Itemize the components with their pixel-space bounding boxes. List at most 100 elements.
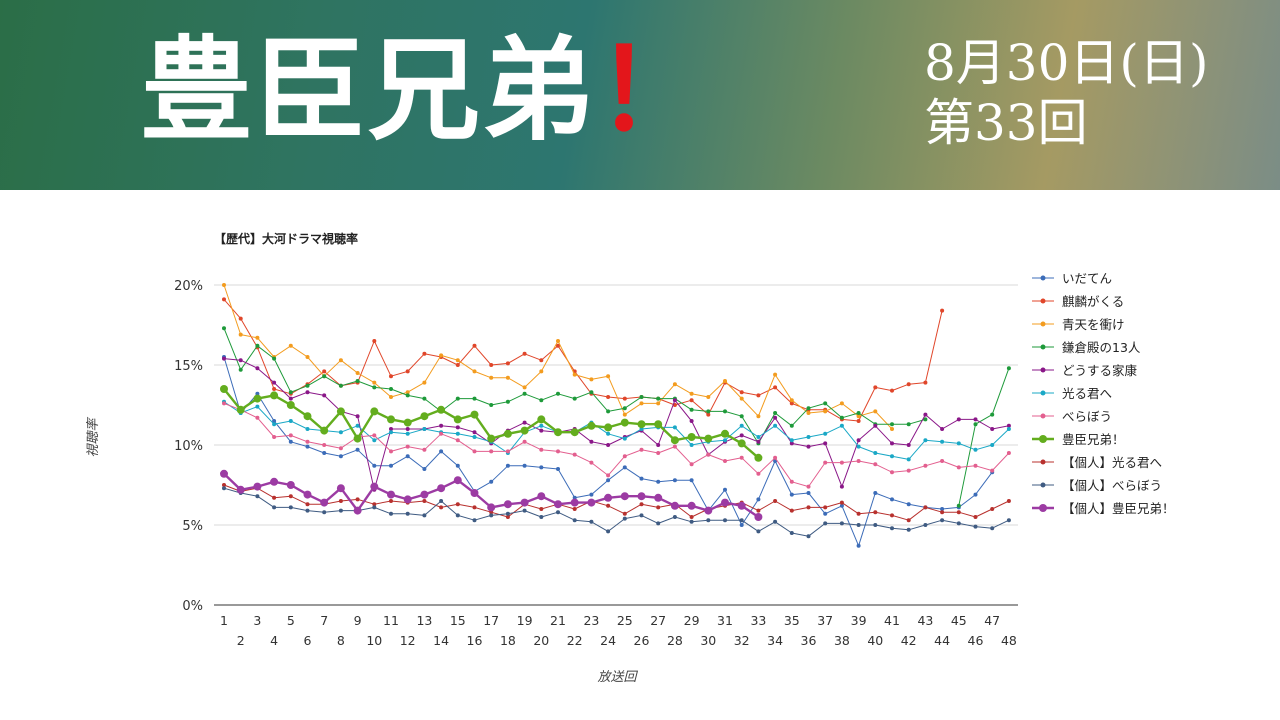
data-point <box>923 438 928 443</box>
data-point <box>305 508 310 513</box>
data-point <box>906 422 911 427</box>
data-point <box>856 419 861 423</box>
data-point <box>687 501 696 510</box>
data-point <box>990 443 995 447</box>
data-point <box>973 447 978 452</box>
data-point <box>622 454 627 459</box>
data-point <box>322 393 327 398</box>
data-point <box>554 428 562 437</box>
data-point <box>756 497 761 502</box>
data-point <box>470 410 479 419</box>
data-point <box>973 422 978 427</box>
y-axis-label: 視聴率 <box>85 417 101 458</box>
data-point <box>723 518 727 523</box>
data-point <box>288 419 293 423</box>
data-point <box>272 422 277 427</box>
data-point <box>405 431 410 436</box>
data-point <box>355 414 360 419</box>
y-tick-label: 15% <box>174 359 203 374</box>
data-point <box>572 518 577 523</box>
x-tick-label: 40 <box>867 633 883 648</box>
data-point <box>322 510 327 515</box>
legend-item: 光る君へ <box>1030 381 1270 404</box>
data-point <box>689 391 694 396</box>
legend-swatch <box>1032 413 1054 418</box>
data-point <box>522 391 527 396</box>
x-tick-label: 8 <box>337 633 345 648</box>
data-point <box>689 398 694 403</box>
x-tick-label: 27 <box>650 613 666 628</box>
data-point <box>789 479 794 484</box>
data-point <box>973 524 978 529</box>
data-point <box>906 468 911 473</box>
data-point <box>305 502 310 507</box>
legend-item: べらぼう <box>1030 404 1270 427</box>
data-point <box>422 447 427 452</box>
data-point <box>520 498 529 507</box>
data-point <box>270 391 279 400</box>
page-title: 豊臣兄弟！ <box>140 26 710 156</box>
data-point <box>823 431 828 436</box>
data-point <box>823 409 828 414</box>
data-point <box>637 492 646 501</box>
data-point <box>272 387 277 391</box>
data-point <box>756 414 761 419</box>
x-tick-label: 7 <box>320 613 328 628</box>
data-point <box>472 518 477 523</box>
ratings-line-chart: 0%5%10%15%20%1 3 5 7 9 11 13 15 17 19 21 23 25 27 29 31… <box>85 279 1018 685</box>
data-point <box>220 469 228 478</box>
legend-item: 【個人】べらぼう <box>1030 473 1270 496</box>
data-point <box>956 521 961 526</box>
data-point <box>470 489 479 497</box>
data-point <box>236 485 245 494</box>
data-point <box>489 513 494 518</box>
broadcast-date: 8月30日(日) <box>924 34 1209 92</box>
data-point <box>505 399 510 404</box>
data-point <box>539 507 544 511</box>
x-tick-label: 28 <box>667 633 683 648</box>
data-point <box>286 401 295 409</box>
data-point <box>756 471 761 476</box>
data-point <box>353 506 362 515</box>
data-point <box>839 401 844 406</box>
data-point <box>522 420 527 425</box>
legend-item: 豊臣兄弟！ <box>1030 427 1270 450</box>
data-point <box>906 527 911 532</box>
data-point <box>839 521 844 526</box>
x-tick-label: 38 <box>834 633 850 648</box>
data-point <box>672 382 677 387</box>
data-point <box>689 407 694 412</box>
chart-legend: いだてん 麒麟がくる 青天を衝け 鎌倉殿の13人 どうする家康 光る君へ べらぼう 豊臣兄弟！… <box>1030 266 1270 519</box>
data-point <box>839 500 844 505</box>
series-1 <box>222 297 945 423</box>
legend-swatch-dot <box>1040 344 1046 349</box>
data-point <box>272 435 277 439</box>
chart-axes: 0%5%10%15%20%1 3 5 7 9 11 13 15 17 19 21 23 25 27 29 31… <box>174 279 1017 648</box>
data-point <box>355 371 360 375</box>
legend-item: どうする家康 <box>1030 358 1270 381</box>
data-point <box>272 380 277 385</box>
data-point <box>873 523 878 527</box>
data-point <box>270 477 279 486</box>
x-tick-label: 41 <box>884 613 900 628</box>
x-tick-label: 29 <box>684 613 700 628</box>
x-tick-label: 5 <box>287 613 295 628</box>
x-tick-label: 23 <box>583 613 599 628</box>
data-point <box>723 487 727 492</box>
data-point <box>973 515 978 519</box>
data-point <box>422 351 427 356</box>
legend-swatch <box>1032 503 1054 512</box>
legend-label: 【個人】豊臣兄弟！ <box>1062 501 1175 516</box>
legend-swatch <box>1032 367 1054 372</box>
data-point <box>806 444 811 449</box>
x-tick-label: 30 <box>700 633 716 648</box>
x-tick-label: 43 <box>917 613 933 628</box>
series-line <box>223 388 760 459</box>
data-point <box>956 503 961 508</box>
legend-label: べらぼう <box>1062 409 1113 424</box>
data-point <box>940 518 945 523</box>
data-point <box>539 428 544 433</box>
data-point <box>973 417 978 422</box>
data-point <box>222 486 226 491</box>
legend-swatch <box>1032 344 1054 349</box>
